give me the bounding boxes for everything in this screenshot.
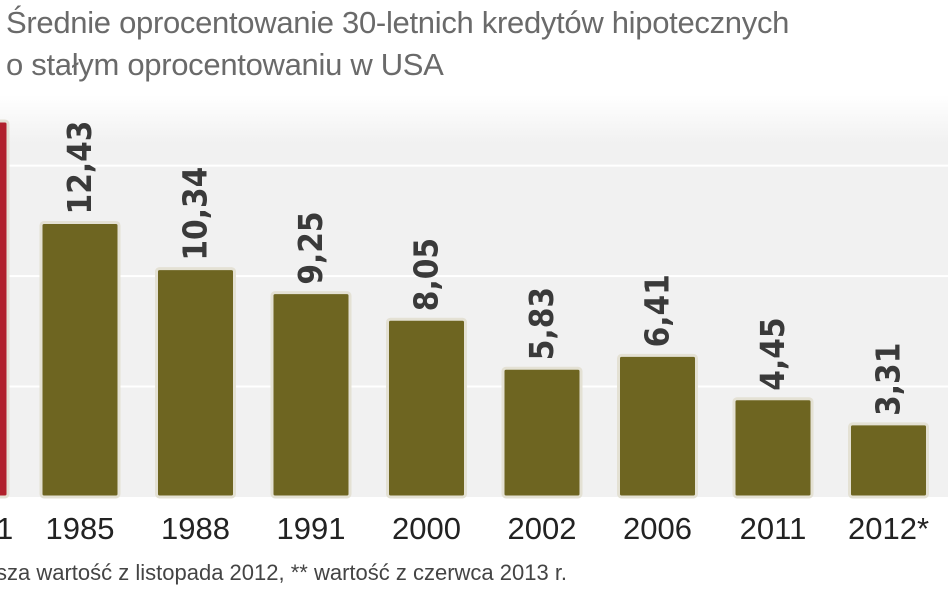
chart-title-line-2: o stałym oprocentowaniu w USA xyxy=(6,47,444,82)
bar-2006 xyxy=(617,353,698,499)
category-label-2012*: 2012* xyxy=(848,511,929,546)
value-label-2011: 4,45 xyxy=(753,317,792,390)
value-label-2006: 6,41 xyxy=(638,274,677,347)
bar-2002 xyxy=(501,366,583,499)
value-label-2000: 8,05 xyxy=(407,238,446,311)
value-label-2002: 5,83 xyxy=(522,287,561,360)
value-label-1991: 9,25 xyxy=(291,211,330,284)
category-label-1991: 1991 xyxy=(277,511,346,546)
category-label-1985: 1985 xyxy=(46,511,115,546)
chart-title-line-1: Średnie oprocentowanie 30-letnich kredyt… xyxy=(6,5,790,40)
value-label-1985: 12,43 xyxy=(60,121,99,215)
partial-highlight-bar xyxy=(0,119,10,499)
chart-title: Średnie oprocentowanie 30-letnich kredyt… xyxy=(6,2,946,86)
value-label-2012*: 3,31 xyxy=(869,343,908,416)
bar-1988 xyxy=(155,267,236,499)
bar-1991 xyxy=(270,291,352,499)
category-label-2006: 2006 xyxy=(623,511,692,546)
partial-category-label: 1 xyxy=(0,511,13,546)
bar-2012* xyxy=(848,422,929,499)
category-label-2011: 2011 xyxy=(740,511,807,546)
bar-2011 xyxy=(732,397,814,499)
bar-1985 xyxy=(39,220,121,499)
category-label-2000: 2000 xyxy=(392,511,461,546)
chart-footnote: sza wartość z listopada 2012, ** wartość… xyxy=(0,560,568,585)
category-label-2002: 2002 xyxy=(508,511,577,546)
bar-2000 xyxy=(386,317,467,499)
category-label-1988: 1988 xyxy=(161,511,230,546)
value-label-1988: 10,34 xyxy=(176,167,215,261)
